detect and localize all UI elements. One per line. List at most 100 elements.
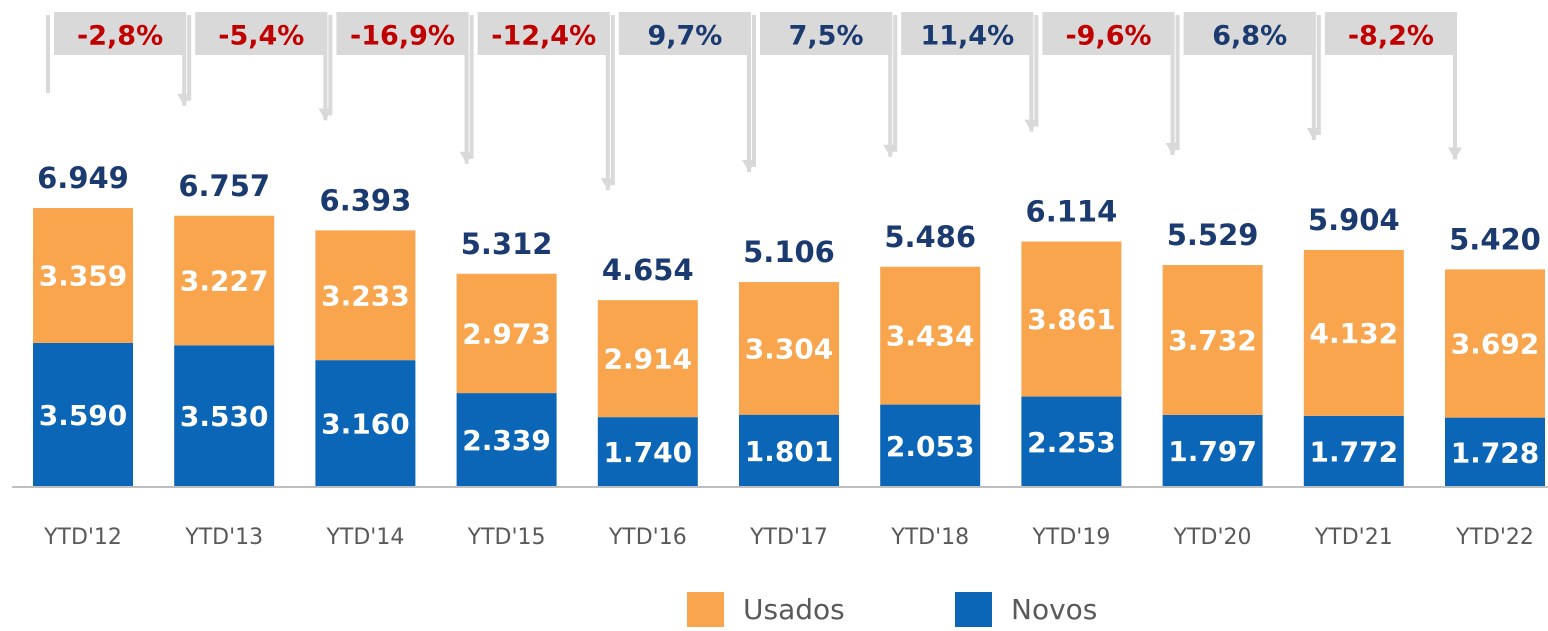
legend-label: Novos [1011, 593, 1097, 626]
change-arrow [469, 15, 610, 191]
change-label: 6,8% [1212, 21, 1287, 52]
total-label: 5.312 [461, 227, 553, 261]
legend-label: Usados [743, 593, 845, 626]
total-label: 6.949 [37, 161, 129, 195]
bar-segment [33, 208, 133, 343]
change-arrow [1034, 15, 1175, 156]
change-arrow [46, 15, 187, 106]
bar-segment [880, 266, 981, 405]
bar-segment [174, 345, 275, 487]
change-arrow [1316, 15, 1457, 160]
bar-segment [174, 215, 275, 346]
value-label: 2.339 [462, 424, 551, 457]
value-label: 3.692 [1451, 328, 1540, 361]
legend-swatch [687, 592, 724, 627]
value-label: 1.801 [745, 435, 834, 468]
bar-segment [315, 230, 416, 361]
change-box [1042, 12, 1175, 55]
change-arrow [187, 15, 328, 121]
change-label: -12,4% [491, 21, 596, 52]
total-label: 4.654 [602, 253, 694, 287]
total-label: 5.529 [1167, 218, 1259, 252]
legend-swatch [955, 592, 992, 627]
change-label: -5,4% [218, 21, 304, 52]
bar-segment [1303, 249, 1404, 416]
change-label: -2,8% [77, 21, 163, 52]
arrow-head [1448, 147, 1462, 160]
change-box [1324, 12, 1457, 55]
x-tick-label: YTD'22 [1455, 525, 1534, 550]
bar-segment [739, 414, 839, 487]
change-box [618, 12, 751, 55]
change-label: -16,9% [350, 21, 455, 52]
value-label: 4.132 [1310, 317, 1399, 350]
total-label: 5.420 [1449, 222, 1541, 256]
change-label: -9,6% [1065, 21, 1151, 52]
value-label: 3.233 [321, 279, 410, 312]
value-label: 3.732 [1168, 324, 1257, 357]
change-box [195, 12, 328, 55]
bar-segment [456, 393, 557, 487]
bar-segment [1303, 415, 1404, 487]
change-box [336, 12, 469, 55]
change-box [760, 12, 893, 55]
x-tick-label: YTD'17 [749, 525, 828, 550]
total-label: 5.904 [1308, 203, 1400, 237]
bar-segment [1021, 396, 1122, 487]
total-label: 5.486 [884, 220, 976, 254]
total-label: 5.106 [743, 235, 835, 269]
total-label: 6.393 [320, 183, 412, 217]
value-label: 3.227 [180, 265, 269, 298]
change-label: 7,5% [789, 21, 864, 52]
bar-segment [1162, 265, 1263, 415]
bar-segment [739, 282, 839, 415]
bar-segment [880, 404, 981, 487]
change-label: 9,7% [647, 21, 722, 52]
change-arrow [752, 15, 893, 168]
bar-segment [1445, 269, 1545, 418]
x-tick-label: YTD'14 [325, 525, 404, 550]
value-label: 2.914 [604, 343, 693, 376]
x-tick-label: YTD'19 [1031, 525, 1110, 550]
value-label: 1.797 [1168, 435, 1257, 468]
value-label: 3.160 [321, 408, 410, 441]
value-label: 3.359 [39, 259, 128, 292]
value-label: 3.590 [39, 399, 128, 432]
change-arrow [328, 15, 469, 164]
change-arrow [893, 15, 1034, 152]
value-label: 2.253 [1027, 426, 1116, 459]
change-box [901, 12, 1034, 55]
x-tick-label: YTD'15 [467, 525, 546, 550]
bar-segment [315, 360, 416, 487]
x-tick-label: YTD'16 [608, 525, 687, 550]
change-arrow [610, 15, 751, 186]
value-label: 3.434 [886, 320, 975, 353]
change-box [1183, 12, 1316, 55]
bar-segment [1162, 414, 1263, 487]
change-label: 11,4% [920, 21, 1014, 52]
value-label: 3.304 [745, 332, 834, 365]
bar-segment [1021, 241, 1122, 397]
value-label: 2.053 [886, 430, 975, 463]
bar-segment [597, 300, 698, 418]
total-label: 6.114 [1026, 195, 1118, 229]
x-tick-label: YTD'21 [1314, 525, 1393, 550]
bar-segment [1445, 417, 1545, 487]
bar-segment [33, 342, 133, 487]
value-label: 3.861 [1027, 303, 1116, 336]
total-label: 6.757 [178, 169, 270, 203]
x-tick-label: YTD'18 [890, 525, 969, 550]
value-label: 1.728 [1451, 436, 1540, 469]
x-tick-label: YTD'20 [1173, 525, 1252, 550]
change-arrow [1175, 15, 1316, 151]
x-tick-label: YTD'12 [43, 525, 122, 550]
bar-segment [597, 417, 698, 487]
bar-segment [456, 273, 557, 394]
value-label: 1.740 [604, 436, 693, 469]
change-box [477, 12, 610, 55]
value-label: 2.973 [462, 317, 551, 350]
change-label: -8,2% [1348, 21, 1434, 52]
value-label: 3.530 [180, 400, 269, 433]
value-label: 1.772 [1310, 435, 1399, 468]
